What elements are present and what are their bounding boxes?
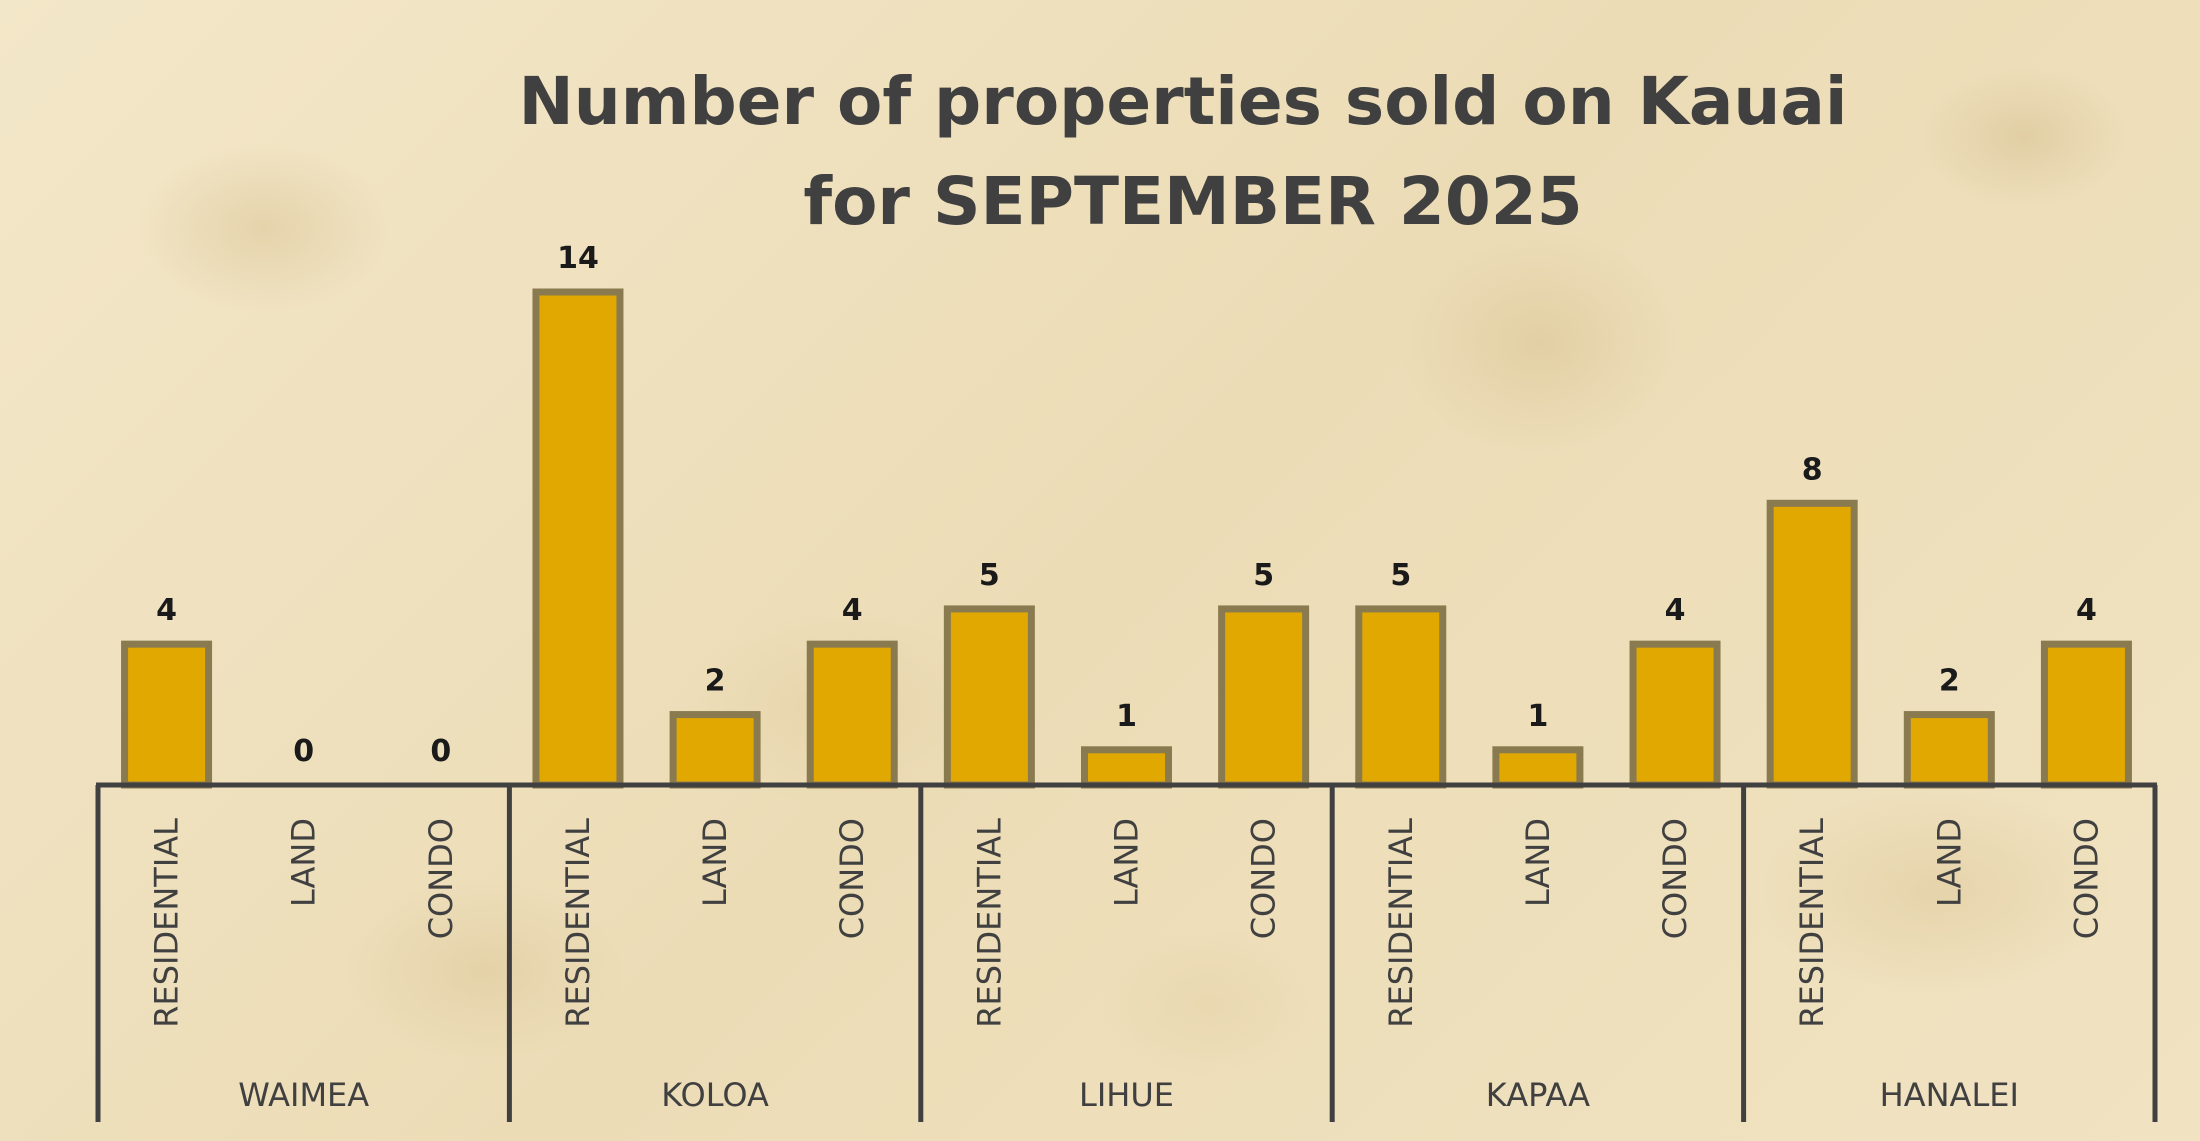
category-tick-label: LAND <box>1519 818 1557 907</box>
data-label: 4 <box>1665 593 1686 628</box>
category-tick-label: CONDO <box>2067 818 2105 939</box>
category-tick-label: LAND <box>1108 818 1146 907</box>
chart-title-line-1: Number of properties sold on Kauai <box>518 63 1847 140</box>
bar <box>2040 640 2132 789</box>
bar <box>1218 605 1310 789</box>
group-label: KAPAA <box>1486 1076 1590 1114</box>
category-tick-label: LAND <box>1930 818 1968 907</box>
category-tick-label: CONDO <box>1245 818 1283 939</box>
data-label: 4 <box>842 593 863 628</box>
chart-title-line-2: for SEPTEMBER 2025 <box>803 163 1582 240</box>
category-tick-label: RESIDENTIAL <box>148 818 186 1028</box>
category-tick-label: RESIDENTIAL <box>1382 818 1420 1028</box>
group-label: KOLOA <box>661 1076 769 1114</box>
data-label: 2 <box>1939 664 1960 699</box>
bar <box>121 640 213 789</box>
category-tick-label: RESIDENTIAL <box>1793 818 1831 1028</box>
category-tick-label: RESIDENTIAL <box>970 818 1008 1028</box>
bar <box>1492 746 1584 789</box>
data-label: 1 <box>1527 699 1548 734</box>
data-label: 14 <box>557 241 599 276</box>
group-label: WAIMEA <box>238 1076 369 1114</box>
data-label: 8 <box>1802 452 1823 487</box>
category-tick-label: CONDO <box>1656 818 1694 939</box>
group-label: LIHUE <box>1079 1076 1174 1114</box>
category-tick-label: CONDO <box>833 818 871 939</box>
bar <box>943 605 1035 789</box>
data-label: 5 <box>979 558 1000 593</box>
data-label: 2 <box>705 664 726 699</box>
data-label: 4 <box>156 593 177 628</box>
category-tick-label: LAND <box>285 818 323 907</box>
data-label: 4 <box>2076 593 2097 628</box>
bar <box>1355 605 1447 789</box>
category-tick-label: CONDO <box>422 818 460 939</box>
bar <box>669 711 761 789</box>
plot-area: 4RESIDENTIAL0LAND0CONDOWAIMEA14RESIDENTI… <box>95 241 2158 1122</box>
bar <box>1629 640 1721 789</box>
data-label: 1 <box>1116 699 1137 734</box>
bar <box>1903 711 1995 789</box>
group-label: HANALEI <box>1880 1076 2019 1114</box>
data-label: 5 <box>1390 558 1411 593</box>
bar <box>532 288 624 789</box>
category-tick-label: RESIDENTIAL <box>559 818 597 1028</box>
category-tick-label: LAND <box>696 818 734 907</box>
data-label: 0 <box>430 734 451 769</box>
bar <box>1081 746 1172 789</box>
bar <box>1766 499 1858 789</box>
data-label: 0 <box>293 734 314 769</box>
data-label: 5 <box>1253 558 1274 593</box>
bar <box>806 640 898 789</box>
